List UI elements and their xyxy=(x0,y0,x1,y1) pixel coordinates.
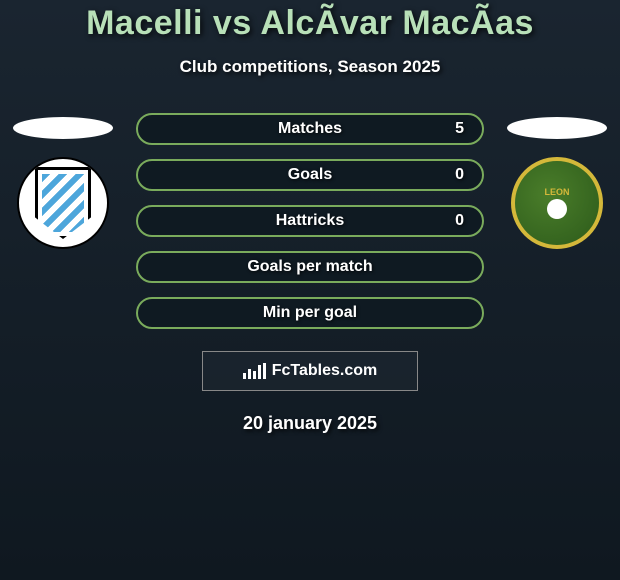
stat-label: Hattricks xyxy=(276,212,344,230)
stats-column: Matches 5 Goals 0 Hattricks 0 Goals per … xyxy=(118,113,502,329)
main-row: Matches 5 Goals 0 Hattricks 0 Goals per … xyxy=(0,113,620,329)
branding-box[interactable]: FcTables.com xyxy=(202,351,418,391)
leon-badge-icon: LEON xyxy=(544,187,569,219)
right-ellipse xyxy=(507,117,607,139)
stat-goals-per-match: Goals per match xyxy=(136,251,484,283)
brand-text: FcTables.com xyxy=(272,362,378,380)
date-label: 20 january 2025 xyxy=(0,413,620,434)
left-side xyxy=(8,113,118,249)
stat-goals: Goals 0 xyxy=(136,159,484,191)
left-ellipse xyxy=(13,117,113,139)
stat-label: Min per goal xyxy=(263,304,357,322)
stat-min-per-goal: Min per goal xyxy=(136,297,484,329)
stat-value-right: 0 xyxy=(455,166,464,184)
stat-value-right: 5 xyxy=(455,120,464,138)
stat-matches: Matches 5 xyxy=(136,113,484,145)
soccer-ball-icon xyxy=(547,199,567,219)
cerro-shield-icon xyxy=(35,167,91,239)
left-team-logo xyxy=(17,157,109,249)
chart-icon xyxy=(243,363,266,379)
stat-value-right: 0 xyxy=(455,212,464,230)
right-side: LEON xyxy=(502,113,612,249)
leon-label: LEON xyxy=(544,187,569,197)
subtitle: Club competitions, Season 2025 xyxy=(0,57,620,77)
stat-label: Goals xyxy=(288,166,332,184)
stat-hattricks: Hattricks 0 xyxy=(136,205,484,237)
page-title: Macelli vs AlcÃ­var MacÃ­as xyxy=(0,4,620,43)
right-team-logo: LEON xyxy=(511,157,603,249)
stat-label: Matches xyxy=(278,120,342,138)
stat-label: Goals per match xyxy=(247,258,372,276)
